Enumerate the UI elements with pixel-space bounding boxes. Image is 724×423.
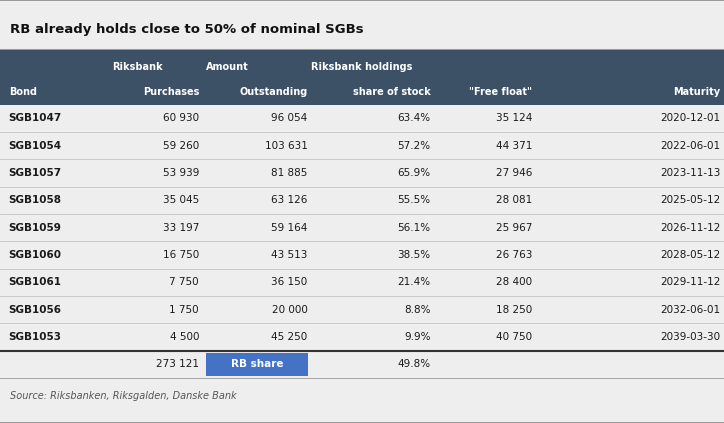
Text: 18 250: 18 250 <box>496 305 532 315</box>
Text: 273 121: 273 121 <box>156 359 199 369</box>
Text: SGB1054: SGB1054 <box>9 141 62 151</box>
Text: 9.9%: 9.9% <box>404 332 431 342</box>
Text: 27 946: 27 946 <box>496 168 532 178</box>
Text: 65.9%: 65.9% <box>397 168 431 178</box>
Text: 4 500: 4 500 <box>169 332 199 342</box>
Text: 21.4%: 21.4% <box>397 277 431 287</box>
Text: SGB1057: SGB1057 <box>9 168 62 178</box>
Text: 35 045: 35 045 <box>163 195 199 206</box>
Text: SGB1053: SGB1053 <box>9 332 62 342</box>
Text: "Free float": "Free float" <box>469 88 532 97</box>
Text: Outstanding: Outstanding <box>240 88 308 97</box>
Text: 59 260: 59 260 <box>163 141 199 151</box>
Text: 33 197: 33 197 <box>163 223 199 233</box>
Text: 2026-11-12: 2026-11-12 <box>660 223 720 233</box>
Text: 28 400: 28 400 <box>496 277 532 287</box>
Text: 53 939: 53 939 <box>163 168 199 178</box>
Text: 20 000: 20 000 <box>272 305 308 315</box>
Text: 16 750: 16 750 <box>163 250 199 260</box>
Text: 25 967: 25 967 <box>496 223 532 233</box>
Text: Bond: Bond <box>9 88 37 97</box>
Text: 2023-11-13: 2023-11-13 <box>660 168 720 178</box>
Text: 55.5%: 55.5% <box>397 195 431 206</box>
Text: 35 124: 35 124 <box>496 113 532 124</box>
Text: 44 371: 44 371 <box>496 141 532 151</box>
Text: SGB1056: SGB1056 <box>9 305 62 315</box>
Text: 49.8%: 49.8% <box>397 359 431 369</box>
Text: SGB1061: SGB1061 <box>9 277 62 287</box>
Text: 45 250: 45 250 <box>272 332 308 342</box>
Text: 1 750: 1 750 <box>169 305 199 315</box>
Text: SGB1059: SGB1059 <box>9 223 62 233</box>
Bar <box>0 50 724 105</box>
Text: 96 054: 96 054 <box>272 113 308 124</box>
Text: 8.8%: 8.8% <box>404 305 431 315</box>
Text: RB share: RB share <box>231 359 283 369</box>
Text: 60 930: 60 930 <box>163 113 199 124</box>
Text: 2028-05-12: 2028-05-12 <box>660 250 720 260</box>
Text: 43 513: 43 513 <box>272 250 308 260</box>
Text: 36 150: 36 150 <box>272 277 308 287</box>
Text: share of stock: share of stock <box>353 88 431 97</box>
Text: 59 164: 59 164 <box>272 223 308 233</box>
Text: 2022-06-01: 2022-06-01 <box>660 141 720 151</box>
Text: SGB1058: SGB1058 <box>9 195 62 206</box>
Text: RB already holds close to 50% of nominal SGBs: RB already holds close to 50% of nominal… <box>10 22 363 36</box>
Text: SGB1060: SGB1060 <box>9 250 62 260</box>
Text: 2020-12-01: 2020-12-01 <box>660 113 720 124</box>
Text: Riksbank: Riksbank <box>112 61 163 71</box>
Text: 2025-05-12: 2025-05-12 <box>660 195 720 206</box>
Text: 103 631: 103 631 <box>265 141 308 151</box>
Text: 40 750: 40 750 <box>496 332 532 342</box>
Text: 7 750: 7 750 <box>169 277 199 287</box>
Text: Maturity: Maturity <box>673 88 720 97</box>
Bar <box>206 353 308 376</box>
Text: Source: Riksbanken, Riksgalden, Danske Bank: Source: Riksbanken, Riksgalden, Danske B… <box>10 391 237 401</box>
Text: 63.4%: 63.4% <box>397 113 431 124</box>
Text: 2032-06-01: 2032-06-01 <box>660 305 720 315</box>
Text: 2029-11-12: 2029-11-12 <box>660 277 720 287</box>
Text: SGB1047: SGB1047 <box>9 113 62 124</box>
Text: 81 885: 81 885 <box>272 168 308 178</box>
Text: 26 763: 26 763 <box>496 250 532 260</box>
Text: 28 081: 28 081 <box>496 195 532 206</box>
Text: 57.2%: 57.2% <box>397 141 431 151</box>
Text: 2039-03-30: 2039-03-30 <box>660 332 720 342</box>
Text: Purchases: Purchases <box>143 88 199 97</box>
Text: 63 126: 63 126 <box>272 195 308 206</box>
Text: Riksbank holdings: Riksbank holdings <box>311 61 413 71</box>
Text: 56.1%: 56.1% <box>397 223 431 233</box>
Text: 38.5%: 38.5% <box>397 250 431 260</box>
Text: Amount: Amount <box>206 61 249 71</box>
